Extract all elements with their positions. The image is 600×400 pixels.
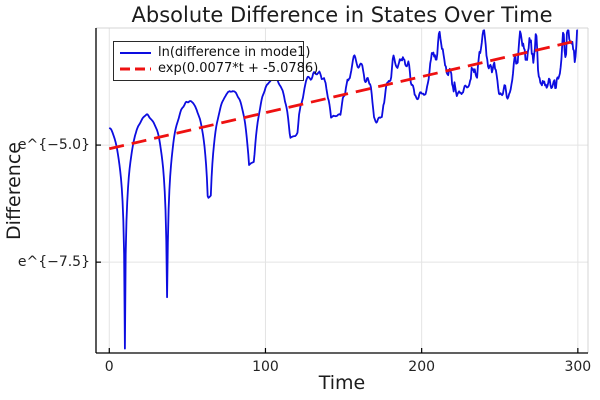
y-tick-label: e^{−5.0} (17, 137, 90, 154)
red-dashed-line-sample-icon (120, 67, 151, 71)
legend-label-blue: ln(difference in mode1) (158, 45, 311, 60)
y-axis-label: Difference (3, 142, 25, 240)
y-tick-label: e^{−7.5} (17, 254, 90, 271)
chart-title: Absolute Difference in States Over Time (131, 3, 553, 27)
legend-label-red: exp(0.0077*t + -5.0786) (158, 61, 319, 76)
x-tick-label: 100 (252, 359, 279, 375)
x-axis-label: Time (318, 372, 366, 394)
axis-spines (95, 28, 588, 354)
legend-entry-red: exp(0.0077*t + -5.0786) (120, 61, 318, 77)
legend-box: ln(difference in mode1) exp(0.0077*t + -… (113, 41, 318, 81)
data-series (108, 29, 579, 350)
x-tick-label: 300 (564, 359, 592, 375)
x-tick-label: 0 (104, 359, 114, 375)
legend-entry-blue: ln(difference in mode1) (120, 45, 311, 61)
x-tick-label: 200 (408, 359, 436, 375)
blue-data-line (108, 29, 578, 350)
plot-frame (96, 27, 589, 353)
gridlines (96, 28, 588, 353)
tick-marks (96, 144, 579, 353)
blue-line-sample-icon (120, 52, 151, 54)
red-fit-line (108, 39, 579, 151)
